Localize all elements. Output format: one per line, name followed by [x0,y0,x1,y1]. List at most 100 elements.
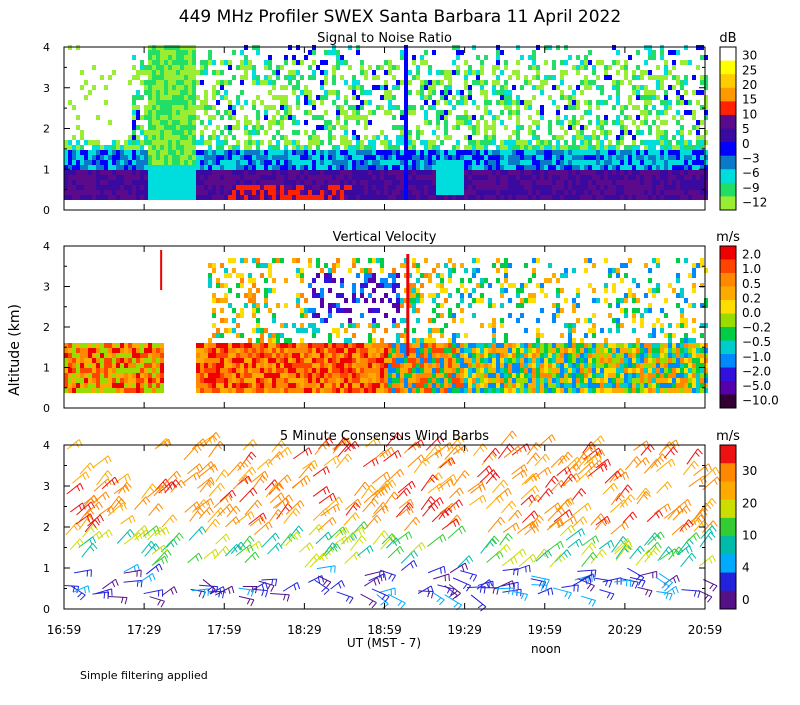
snr-cell [280,195,284,200]
snr-cell [696,185,700,190]
vv-cell [216,278,220,283]
vv-cell [120,383,124,388]
snr-cell [308,110,312,115]
vv-cell [92,378,96,383]
snr-cell [92,185,96,190]
snr-cell [192,65,196,70]
snr-cell [224,125,228,130]
snr-cell [88,160,92,165]
snr-cell [444,70,448,75]
vv-cell [532,373,536,378]
vv-cell [460,298,464,303]
snr-cell [152,150,156,155]
colorbar-swatch [720,183,736,197]
snr-cell [272,155,276,160]
snr-cell [528,115,532,120]
snr-cell [316,170,320,175]
snr-cell [692,110,696,115]
snr-cell [84,150,88,155]
vv-cell [196,388,200,393]
snr-cell [152,195,156,200]
colorbar-swatch [720,156,736,170]
snr-cell [92,170,96,175]
snr-cell [284,135,288,140]
vv-cell [372,363,376,368]
snr-cell [560,155,564,160]
vv-cell [308,348,312,353]
vv-cell [108,378,112,383]
vv-cell [460,373,464,378]
snr-cell [448,90,452,95]
vv-cell [64,358,68,363]
snr-cell [252,155,256,160]
snr-cell [560,135,564,140]
vv-cell [324,388,328,393]
snr-cell [320,165,324,170]
snr-cell [656,85,660,90]
vv-cell [312,383,316,388]
snr-cell [400,110,404,115]
snr-cell [332,175,336,180]
snr-cell [516,180,520,185]
snr-cell [468,175,472,180]
snr-cell [348,170,352,175]
panel-title: Signal to Noise Ratio [317,31,452,46]
snr-cell [520,180,524,185]
snr-cell [164,140,168,145]
snr-cell [224,160,228,165]
vv-cell [424,353,428,358]
vv-cell [508,358,512,363]
snr-cell [176,130,180,135]
vv-cell [312,313,316,318]
snr-cell [396,165,400,170]
vv-cell [136,343,140,348]
vv-cell [512,353,516,358]
snr-cell [600,90,604,95]
snr-cell [364,150,368,155]
snr-cell [112,195,116,200]
snr-cell [620,175,624,180]
snr-cell [356,180,360,185]
snr-cell [336,120,340,125]
snr-cell [676,195,680,200]
vv-cell [140,363,144,368]
snr-cell [464,155,468,160]
snr-cell [228,190,232,195]
snr-cell [660,165,664,170]
vv-cell [136,363,140,368]
vv-cell [520,303,524,308]
snr-cell [216,110,220,115]
vv-cell [424,258,428,263]
snr-cell [684,170,688,175]
snr-cell [216,165,220,170]
vv-cell [236,313,240,318]
snr-cell [168,160,172,165]
snr-cell [252,180,256,185]
snr-cell [356,155,360,160]
vv-cell [332,388,336,393]
snr-cell [596,180,600,185]
snr-cell [320,100,324,105]
snr-cell [540,155,544,160]
snr-cell [84,175,88,180]
vv-cell [296,358,300,363]
vv-cell [548,358,552,363]
snr-cell [644,190,648,195]
snr-cell [248,120,252,125]
vv-cell [424,343,428,348]
snr-cell [620,190,624,195]
vv-cell [320,378,324,383]
snr-cell [304,95,308,100]
snr-cell [388,145,392,150]
snr-cell [424,145,428,150]
snr-cell [292,175,296,180]
snr-cell [168,55,172,60]
snr-cell [340,165,344,170]
snr-cell [292,115,296,120]
snr-cell [404,150,408,155]
snr-cell [652,160,656,165]
vv-cell [72,383,76,388]
snr-cell [208,140,212,145]
snr-cell [340,170,344,175]
snr-cell [328,170,332,175]
